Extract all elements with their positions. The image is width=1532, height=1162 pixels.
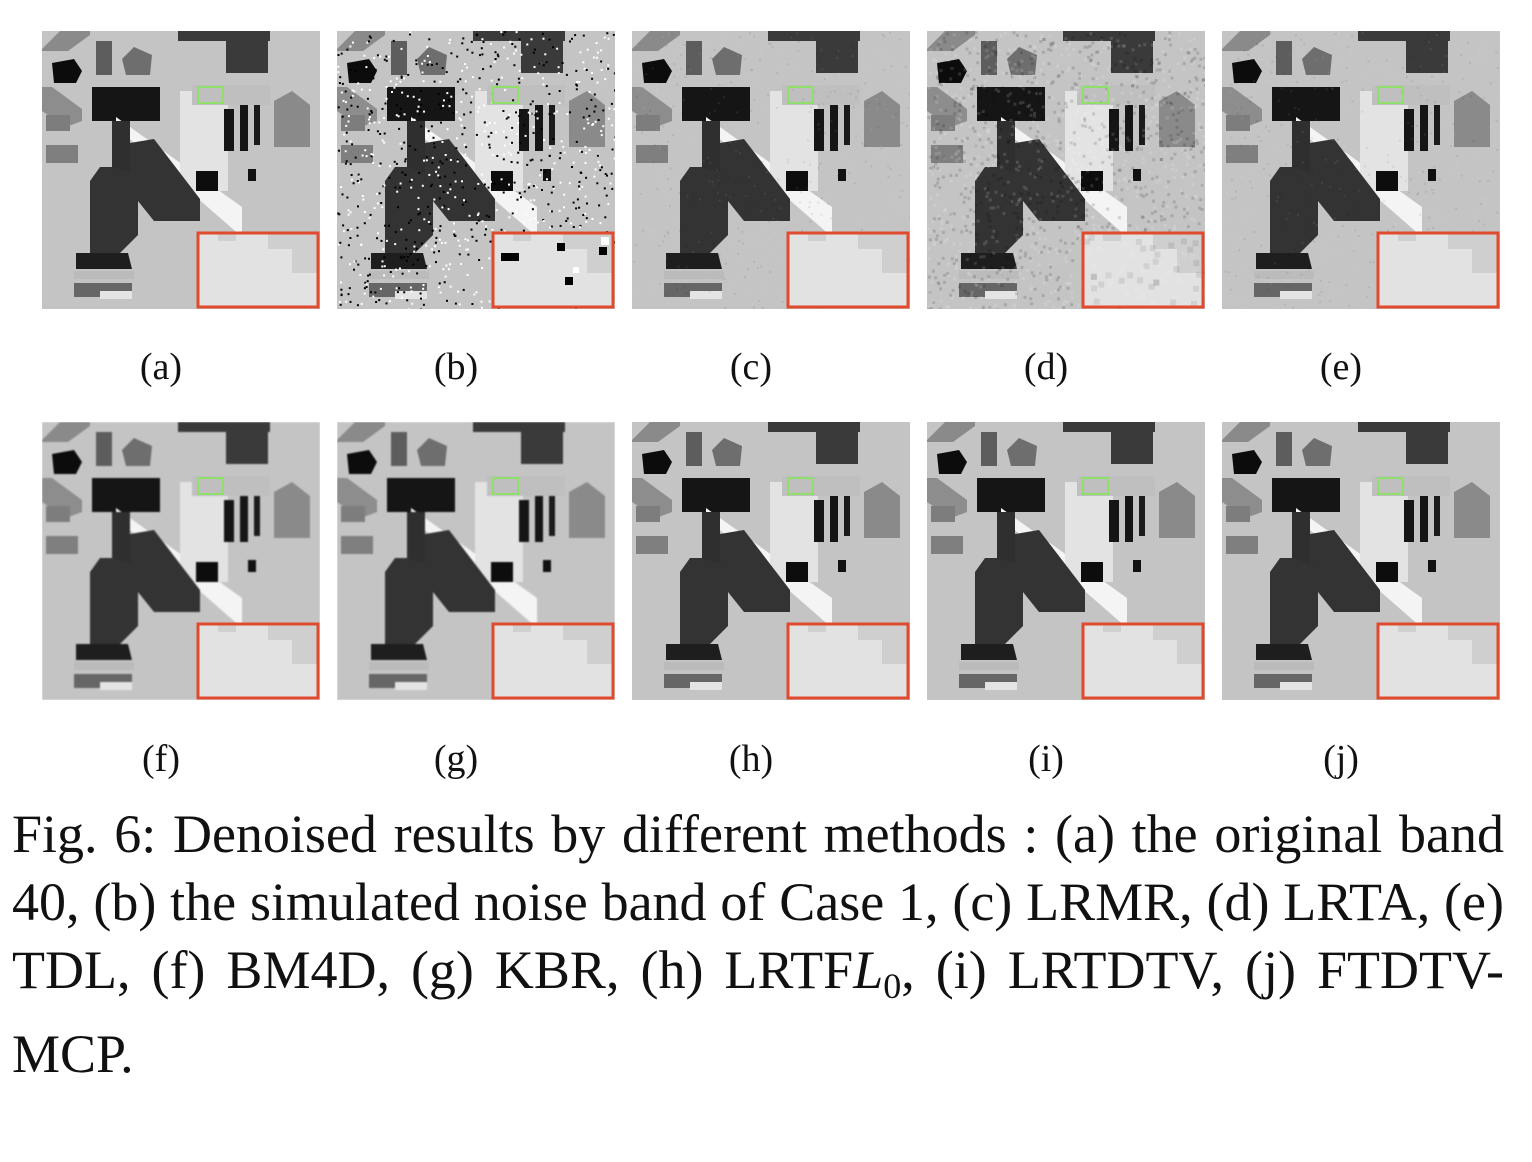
band-image [42, 422, 320, 700]
band-image [337, 422, 615, 700]
zoom-inset [491, 231, 615, 309]
figure-caption: Fig. 6: Denoised results by different me… [12, 800, 1504, 1088]
panel-i [927, 422, 1205, 700]
roi-box [787, 477, 814, 495]
panel-b [337, 31, 615, 309]
zoom-inset [491, 622, 615, 700]
roi-box [197, 477, 224, 495]
panel-c [632, 31, 910, 309]
roi-box [1082, 86, 1109, 104]
roi-box [1377, 86, 1404, 104]
roi-box [492, 86, 519, 104]
panel-label-c: (c) [729, 346, 773, 388]
panel-label-h: (h) [728, 738, 774, 780]
roi-box [1377, 477, 1404, 495]
panel-label-d: (d) [1023, 346, 1069, 388]
panel-label-f: (f) [142, 738, 180, 780]
zoom-inset [1081, 231, 1205, 309]
caption-math-symbol: L [853, 940, 884, 1000]
zoom-inset [196, 231, 320, 309]
panel-f [42, 422, 320, 700]
panel-e [1222, 31, 1500, 309]
panel-h [632, 422, 910, 700]
panel-label-j: (j) [1323, 738, 1359, 780]
band-image [42, 31, 320, 309]
zoom-inset [1376, 231, 1500, 309]
band-image [1222, 422, 1500, 700]
roi-box [492, 477, 519, 495]
band-image [927, 422, 1205, 700]
band-image [1222, 31, 1500, 309]
panel-label-i: (i) [1028, 738, 1064, 780]
zoom-inset [1081, 622, 1205, 700]
panel-label-a: (a) [139, 346, 183, 388]
roi-box [197, 86, 224, 104]
roi-box [787, 86, 814, 104]
band-image [337, 31, 615, 309]
band-image [632, 422, 910, 700]
panel-a [42, 31, 320, 309]
band-image [632, 31, 910, 309]
zoom-inset [196, 622, 320, 700]
panel-d [927, 31, 1205, 309]
panel-j [1222, 422, 1500, 700]
caption-text-end: , (i) LRTDTV, (j) FTDTV-MCP. [12, 940, 1504, 1084]
caption-math-subscript: 0 [883, 966, 902, 1006]
panel-label-b: (b) [433, 346, 479, 388]
caption-text-start: Fig. 6: Denoised results by different me… [12, 804, 1504, 1000]
panel-label-e: (e) [1319, 346, 1363, 388]
zoom-inset [786, 622, 910, 700]
panel-label-g: (g) [433, 738, 479, 780]
zoom-inset [1376, 622, 1500, 700]
roi-box [1082, 477, 1109, 495]
panel-g [337, 422, 615, 700]
zoom-inset [786, 231, 910, 309]
band-image [927, 31, 1205, 309]
